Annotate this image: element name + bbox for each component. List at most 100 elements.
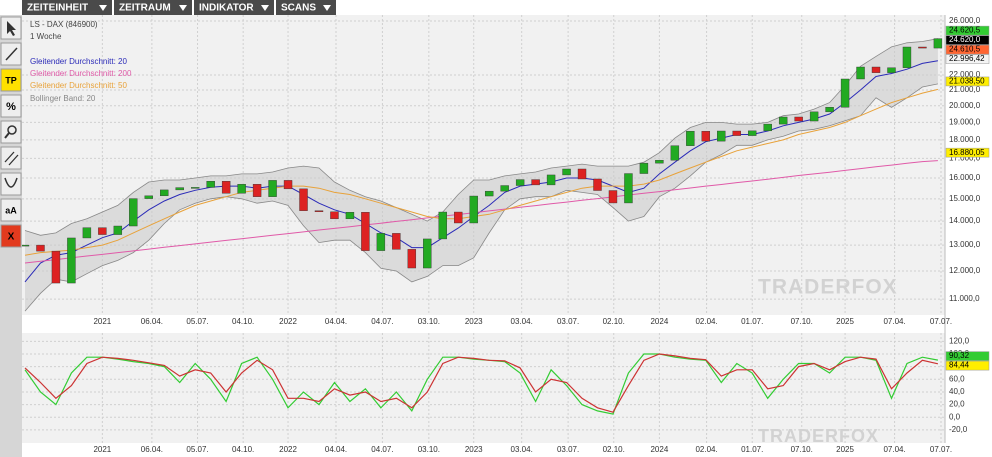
legend-entry: Gleitender Durchschnitt: 50 — [30, 81, 127, 90]
tool-label: TP — [5, 75, 17, 85]
dropdown-arrow — [261, 5, 269, 11]
candle — [144, 195, 153, 199]
toolbar: TP % aA X — [0, 15, 22, 457]
tool-button[interactable] — [0, 146, 22, 170]
channel-icon — [4, 151, 15, 163]
menu-label[interactable]: INDIKATOR — [199, 3, 254, 14]
tool-button[interactable] — [0, 224, 22, 248]
y-tick-label: 40,0 — [949, 387, 965, 396]
zoom-icon — [7, 125, 17, 135]
tool-button[interactable] — [0, 68, 22, 92]
candle — [933, 38, 943, 49]
y-tick-label: 13.000,0 — [949, 240, 981, 249]
price-tag-label: 84,44 — [949, 361, 970, 370]
candle — [856, 66, 865, 80]
y-tick-label: 15.000,0 — [949, 194, 981, 203]
x-tick-label: 04.04. — [325, 445, 347, 454]
x-tick-label: 07.07. — [930, 317, 952, 326]
x-tick-label: 07.10. — [791, 317, 813, 326]
tool-button[interactable] — [0, 120, 22, 144]
candle — [160, 189, 169, 197]
price-tag-label: 21.038,50 — [949, 77, 985, 86]
candle — [423, 238, 432, 269]
candle — [670, 145, 680, 161]
series-line — [24, 160, 938, 264]
tool-button[interactable] — [0, 198, 22, 222]
y-tick-label: 20.000,0 — [949, 101, 981, 110]
series-line — [24, 353, 939, 413]
candle — [206, 181, 215, 188]
y-tick-label: 0,0 — [949, 412, 961, 421]
candle — [701, 130, 711, 142]
y-tick-label: 26.000,0 — [949, 16, 981, 25]
price-tag — [945, 76, 990, 87]
x-tick-label: 03.10. — [418, 445, 440, 454]
tool-label: X — [8, 232, 15, 243]
x-tick-label: 05.07. — [186, 317, 208, 326]
candle — [748, 130, 757, 136]
candle — [67, 237, 76, 284]
menu-item[interactable] — [276, 0, 336, 15]
candle — [221, 181, 231, 194]
menu-label[interactable]: SCANS — [281, 3, 316, 14]
series-line — [24, 60, 938, 283]
x-tick-label: 03.04. — [511, 317, 533, 326]
y-tick-label: 120,0 — [949, 336, 970, 345]
candle — [314, 210, 324, 213]
y-tick-label: 11.000,0 — [949, 294, 980, 303]
oscillator-panel — [22, 333, 945, 443]
x-tick-label: 03.10. — [418, 317, 440, 326]
candle — [438, 211, 447, 240]
menu-item[interactable] — [114, 0, 192, 15]
curve-icon — [4, 177, 18, 188]
candle — [376, 233, 386, 251]
cursor-icon — [7, 21, 16, 36]
tool-button[interactable] — [0, 94, 22, 118]
price-tag-label: 24.620,5 — [949, 26, 981, 35]
x-tick-label: 02.10. — [603, 317, 625, 326]
candle — [191, 187, 200, 189]
menu-item[interactable] — [194, 0, 274, 15]
price-tag — [945, 360, 990, 371]
x-tick-label: 04.10. — [232, 445, 254, 454]
candle — [887, 67, 896, 73]
series-line — [24, 88, 939, 256]
candle — [546, 174, 556, 186]
x-tick-label: 2022 — [279, 317, 297, 326]
candle — [454, 211, 463, 224]
candle — [484, 190, 494, 197]
x-tick-label: 2021 — [93, 317, 111, 326]
x-tick-label: 02.10. — [603, 445, 625, 454]
price-panel — [22, 15, 945, 315]
price-tag — [945, 54, 990, 64]
menu-label[interactable]: ZEITRAUM — [119, 3, 171, 14]
x-tick-label: 2023 — [465, 445, 483, 454]
price-plot — [22, 15, 945, 315]
tool-button[interactable] — [0, 172, 22, 196]
candle — [763, 123, 772, 132]
legend-entry: Bollinger Band: 20 — [30, 94, 96, 103]
candle — [268, 180, 277, 197]
series-line — [24, 38, 938, 236]
x-tick-label: 04.07. — [371, 445, 393, 454]
y-tick-label: 21.000,0 — [949, 85, 981, 94]
candle — [577, 168, 587, 180]
candle — [252, 184, 262, 197]
candle — [82, 227, 92, 239]
legend-entry: Gleitender Durchschnitt: 20 — [30, 57, 127, 66]
price-tag-label: 22.996,42 — [949, 54, 985, 63]
series-line — [24, 83, 938, 312]
chart-subtitle: 1 Woche — [30, 32, 62, 41]
x-tick-label: 2022 — [279, 445, 297, 454]
candle — [392, 233, 401, 250]
dropdown-arrow — [323, 5, 331, 11]
candle — [624, 173, 633, 204]
watermark: TRADERFOX — [758, 276, 898, 299]
menu-bar: ZEITEINHEIT ZEITRAUM INDIKATOR SCANS — [22, 0, 336, 15]
menu-label[interactable]: ZEITEINHEIT — [27, 3, 88, 14]
menu-item[interactable] — [22, 0, 112, 15]
y-tick-label: -20,0 — [949, 425, 968, 434]
y-tick-label: 60,0 — [949, 374, 965, 383]
x-tick-label: 04.04. — [325, 317, 347, 326]
